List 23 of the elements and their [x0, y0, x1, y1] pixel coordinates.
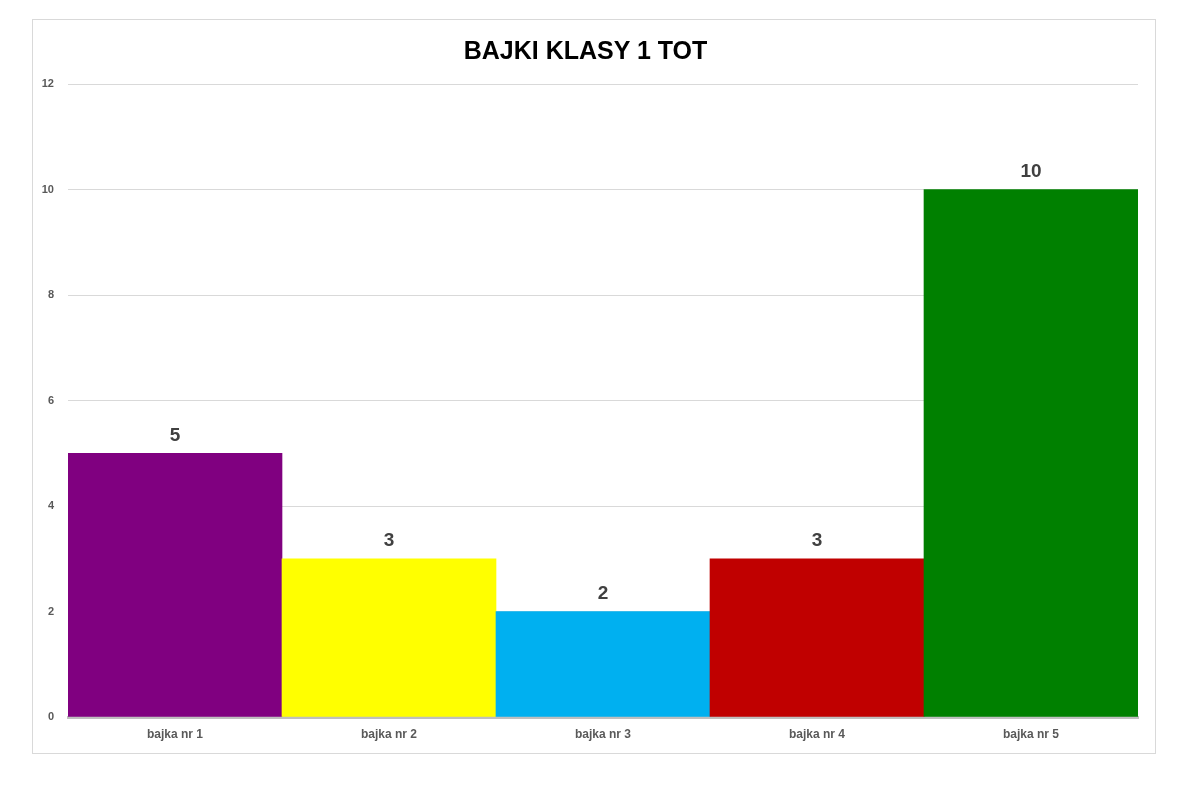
y-tick-label: 12 — [41, 77, 54, 90]
y-tick-label: 10 — [41, 182, 54, 195]
data-label: 2 — [597, 582, 609, 604]
x-tick-label: bajka nr 5 — [1002, 726, 1060, 741]
chart-title: BAJKI KLASY 1 TOT — [463, 35, 708, 64]
x-tick-label: bajka nr 3 — [574, 726, 632, 741]
data-label: 10 — [1020, 160, 1042, 182]
data-label: 3 — [383, 529, 395, 551]
data-label: 5 — [169, 423, 181, 445]
data-label: 3 — [811, 529, 823, 551]
y-tick-label: 6 — [47, 393, 54, 406]
y-tick-label: 8 — [47, 288, 54, 301]
y-tick-label: 2 — [47, 604, 54, 617]
x-tick-label: bajka nr 4 — [788, 726, 846, 741]
x-tick-label: bajka nr 1 — [146, 726, 204, 741]
bar — [709, 558, 925, 717]
y-tick-label: 0 — [47, 710, 54, 723]
x-tick-label: bajka nr 2 — [360, 726, 418, 741]
bar — [281, 558, 497, 717]
bar — [923, 189, 1138, 717]
bar — [68, 452, 283, 717]
bar — [495, 611, 711, 717]
y-tick-label: 4 — [47, 499, 55, 512]
